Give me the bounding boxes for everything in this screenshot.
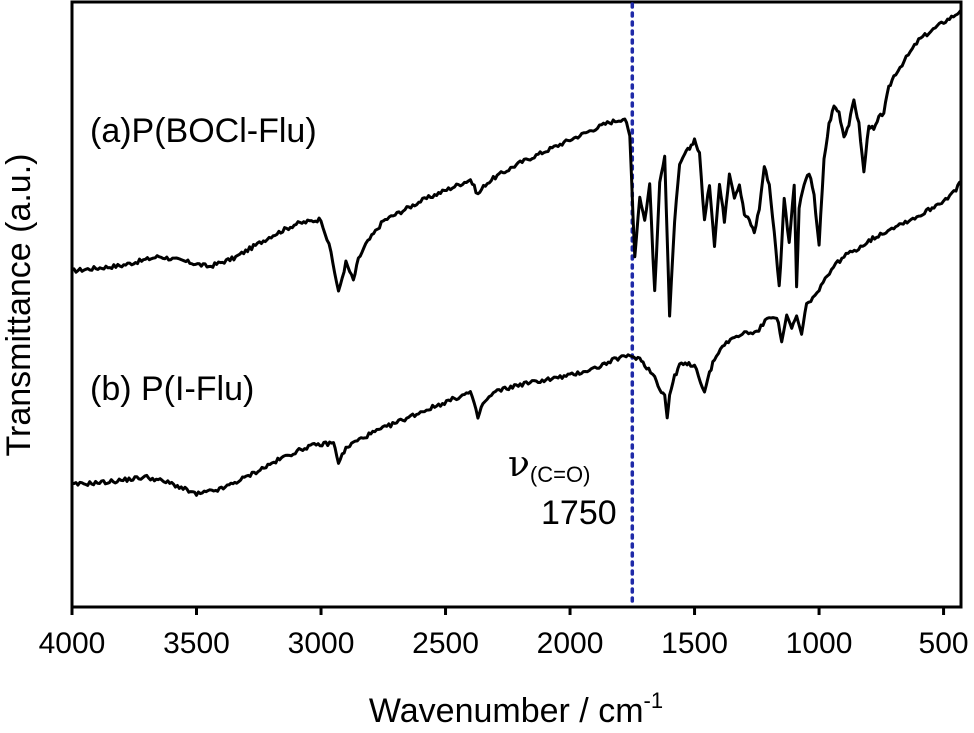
x-tick-label: 500 xyxy=(919,627,969,660)
peak-annotation: ν(C=O) xyxy=(508,444,590,487)
series-label-b: (b) P(I-Flu) xyxy=(90,370,254,408)
x-tick-label: 2500 xyxy=(412,627,479,660)
series-label-a: (a)P(BOCl-Flu) xyxy=(90,112,317,150)
series-line-b xyxy=(71,180,962,497)
x-tick-label: 4000 xyxy=(39,627,106,660)
x-tick-label: 3000 xyxy=(288,627,355,660)
x-axis-title-superscript: -1 xyxy=(644,688,664,713)
series-line-a xyxy=(71,9,963,318)
plot-frame xyxy=(70,0,963,609)
x-tick-label: 1000 xyxy=(786,627,853,660)
peak-symbol: ν xyxy=(508,444,530,485)
x-axis-tick-labels: 4000 3500 3000 2500 2000 1500 1000 500 xyxy=(39,627,969,660)
x-tick-label: 2000 xyxy=(537,627,604,660)
peak-value-label: 1750 xyxy=(541,494,617,532)
peak-subscript: (C=O) xyxy=(530,462,591,487)
x-tick-label: 3500 xyxy=(163,627,230,660)
x-axis-title: Wavenumber / cm-1 xyxy=(369,688,663,730)
x-axis-ticks xyxy=(70,606,946,615)
x-tick-label: 1500 xyxy=(661,627,728,660)
y-axis-title: Transmittance (a.u.) xyxy=(0,154,38,457)
x-axis-title-text: Wavenumber / cm xyxy=(369,692,644,730)
